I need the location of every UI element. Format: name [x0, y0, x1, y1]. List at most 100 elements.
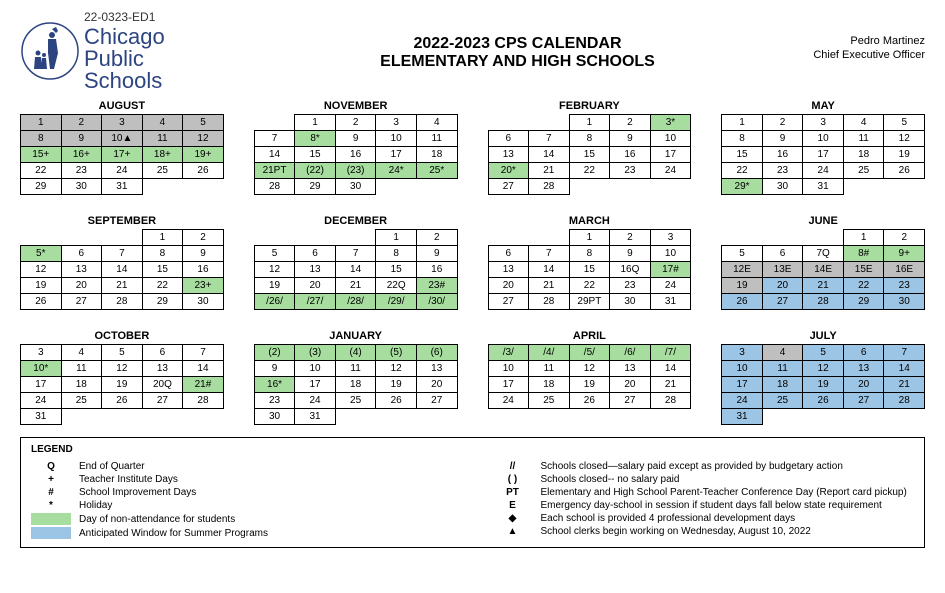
day-cell: 9 — [335, 131, 376, 147]
day-cell: /27/ — [295, 294, 336, 310]
day-cell: 23# — [416, 278, 457, 294]
day-cell: 6 — [61, 246, 102, 262]
day-cell: 24 — [803, 163, 844, 179]
day-cell: 3 — [650, 230, 691, 246]
day-cell: 12 — [254, 262, 295, 278]
legend-row: #School Improvement Days — [31, 487, 453, 498]
day-cell: 27 — [416, 393, 457, 409]
day-cell: 4 — [416, 115, 457, 131]
day-cell — [254, 230, 295, 246]
day-cell: 20* — [488, 163, 529, 179]
day-cell: 28 — [529, 294, 570, 310]
legend-row: //Schools closed—salary paid except as p… — [493, 461, 915, 472]
day-cell — [335, 230, 376, 246]
day-cell — [416, 179, 457, 195]
day-cell: 27 — [488, 179, 529, 195]
logo-area: 22-0323-ED1 Chicago Public Schools — [20, 10, 260, 92]
day-cell: 4 — [843, 115, 884, 131]
day-cell: (6) — [416, 345, 457, 361]
day-cell: 2 — [884, 230, 925, 246]
day-cell — [529, 409, 570, 425]
day-cell: 4 — [142, 115, 183, 131]
day-cell: 11 — [335, 361, 376, 377]
day-cell: 30 — [762, 179, 803, 195]
day-cell: 7 — [254, 131, 295, 147]
day-cell: 9 — [610, 246, 651, 262]
month-name: OCTOBER — [20, 330, 224, 342]
day-cell: 8* — [295, 131, 336, 147]
day-cell: 5* — [21, 246, 62, 262]
day-cell: 11 — [762, 361, 803, 377]
day-cell: 29 — [142, 294, 183, 310]
day-cell: 12 — [21, 262, 62, 278]
day-cell: 28 — [884, 393, 925, 409]
day-cell — [722, 230, 763, 246]
day-cell: 13 — [488, 147, 529, 163]
legend-right: //Schools closed—salary paid except as p… — [493, 461, 915, 541]
day-cell: 14 — [529, 147, 570, 163]
day-cell — [762, 409, 803, 425]
day-cell — [650, 179, 691, 195]
day-cell: 21 — [529, 278, 570, 294]
day-cell: 25 — [61, 393, 102, 409]
day-cell: 16* — [254, 377, 295, 393]
day-cell: 26 — [884, 163, 925, 179]
calendar-grid: AUGUST123458910▲111215+16+17+18+19+22232… — [20, 100, 925, 425]
day-cell: 27 — [843, 393, 884, 409]
day-cell: 7 — [884, 345, 925, 361]
officer-role: Chief Executive Officer — [775, 49, 925, 61]
month-table: 1256789121314151619202122Q23#/26//27//28… — [254, 229, 458, 310]
day-cell: 22 — [569, 278, 610, 294]
day-cell: 12 — [102, 361, 143, 377]
month-table: 123478*91011141516171821PT(22)(23)24*25*… — [254, 114, 458, 195]
legend-symbol: ◆ — [493, 513, 533, 524]
day-cell — [762, 230, 803, 246]
day-cell: 30 — [610, 294, 651, 310]
day-cell: 14 — [529, 262, 570, 278]
day-cell: 27 — [610, 393, 651, 409]
day-cell: 12 — [569, 361, 610, 377]
legend-text: School Improvement Days — [79, 487, 196, 498]
day-cell — [295, 230, 336, 246]
legend-row: +Teacher Institute Days — [31, 474, 453, 485]
month-name: DECEMBER — [254, 215, 458, 227]
day-cell: 1 — [569, 230, 610, 246]
day-cell: 21 — [884, 377, 925, 393]
day-cell: 8 — [569, 131, 610, 147]
legend-text: Schools closed-- no salary paid — [541, 474, 680, 485]
day-cell: 24 — [295, 393, 336, 409]
day-cell: 4 — [61, 345, 102, 361]
day-cell: 1 — [142, 230, 183, 246]
day-cell: 22 — [21, 163, 62, 179]
day-cell: 7 — [529, 246, 570, 262]
day-cell: 24 — [722, 393, 763, 409]
day-cell: 17 — [650, 147, 691, 163]
day-cell — [843, 409, 884, 425]
day-cell: 2 — [61, 115, 102, 131]
day-cell: 28 — [529, 179, 570, 195]
legend-row: PTElementary and High School Parent-Teac… — [493, 487, 915, 498]
day-cell: 9 — [416, 246, 457, 262]
day-cell: 28 — [254, 179, 295, 195]
day-cell: 20 — [295, 278, 336, 294]
day-cell: 16 — [610, 147, 651, 163]
day-cell — [376, 179, 417, 195]
month-name: AUGUST — [20, 100, 224, 112]
day-cell — [376, 409, 417, 425]
day-cell: 18 — [529, 377, 570, 393]
day-cell: /5/ — [569, 345, 610, 361]
title-area: 2022-2023 CPS CALENDAR ELEMENTARY AND HI… — [260, 10, 775, 71]
day-cell: 25 — [335, 393, 376, 409]
legend-row: ( )Schools closed-- no salary paid — [493, 474, 915, 485]
day-cell: 6 — [843, 345, 884, 361]
day-cell: 11 — [142, 131, 183, 147]
day-cell: 24 — [650, 163, 691, 179]
day-cell: 13 — [843, 361, 884, 377]
month: APRIL/3//4//5//6//7/10111213141718192021… — [488, 330, 692, 425]
month-name: JUNE — [721, 215, 925, 227]
day-cell: 11 — [529, 361, 570, 377]
day-cell: 14 — [650, 361, 691, 377]
month-table: 3456710111213141718192021242526272831 — [721, 344, 925, 425]
day-cell: 1 — [295, 115, 336, 131]
day-cell: 31 — [295, 409, 336, 425]
